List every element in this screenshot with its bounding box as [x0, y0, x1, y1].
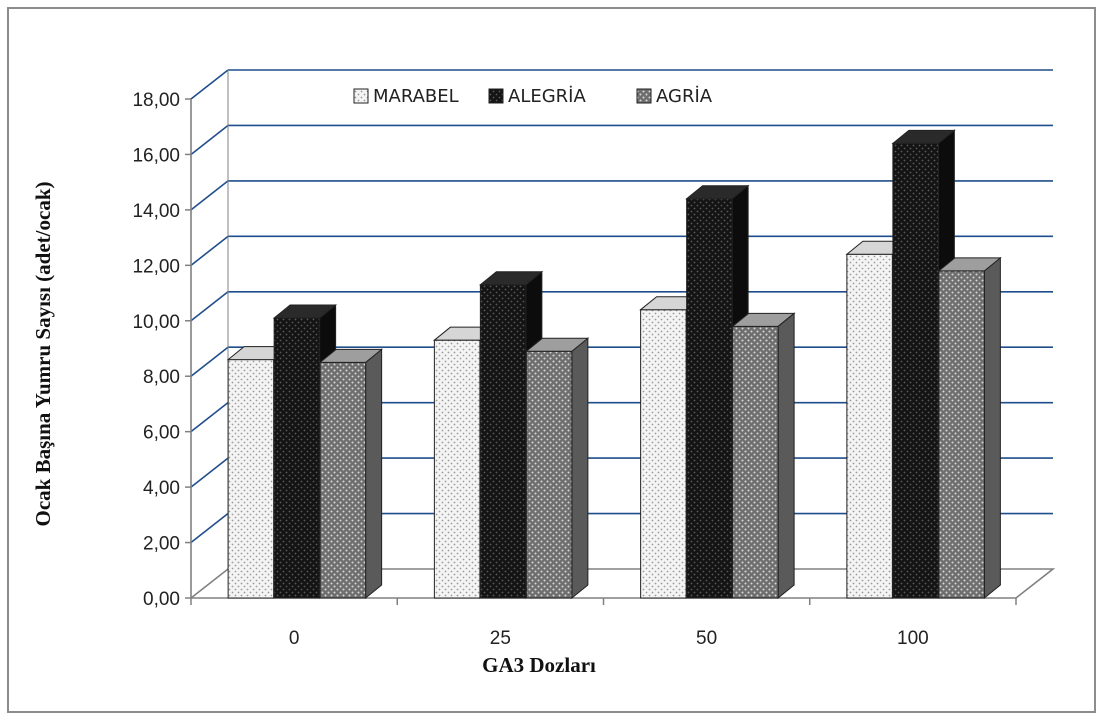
y-tick-label: 0,00: [143, 589, 180, 610]
x-axis-title: GA3 Dozları: [482, 653, 596, 677]
y-tick-label: 14,00: [132, 201, 180, 222]
y-tick-label: 10,00: [132, 312, 180, 333]
legend-swatch: [488, 88, 504, 104]
gridline-wall: [190, 180, 229, 211]
bar: [524, 337, 590, 600]
legend-item: MARABEL: [353, 86, 459, 107]
legend-swatch: [636, 88, 652, 104]
legend-swatch: [353, 88, 369, 104]
legend-label: AGRİA: [656, 86, 713, 107]
gridline-wall: [190, 291, 229, 322]
gridline-wall: [190, 124, 229, 156]
bar: [731, 312, 796, 600]
bar: [937, 256, 1002, 600]
y-tick-label: 18,00: [132, 90, 180, 111]
legend: MARABEL ALEGRİA AGRİA: [353, 86, 713, 107]
y-tick-label: 8,00: [143, 367, 180, 388]
y-tick-label: 2,00: [143, 534, 180, 555]
bars: [226, 129, 1002, 600]
gridline-wall: [190, 457, 229, 488]
gridline-wall: [190, 69, 229, 100]
y-tick-label: 16,00: [132, 145, 180, 166]
legend-item: ALEGRİA: [488, 86, 586, 107]
legend-item: AGRİA: [636, 86, 713, 107]
y-tick-label: 6,00: [143, 423, 180, 444]
gridline-wall: [190, 512, 229, 544]
gridline-wall: [190, 402, 229, 433]
y-tick-label: 4,00: [143, 478, 180, 499]
y-tick-label: 12,00: [132, 256, 180, 277]
legend-label: MARABEL: [373, 86, 459, 107]
bar: [318, 348, 384, 600]
x-tick-label: 25: [490, 628, 511, 649]
gridline-wall: [190, 235, 229, 266]
x-tick-label: 100: [897, 628, 929, 649]
bar-chart: 0,00 2,00 4,00 6,00 8,00 10,00 12,00 14,00 16,00…: [31, 69, 1056, 677]
y-tick-labels: 0,00 2,00 4,00 6,00 8,00 10,00 12,00 14,00 16,00…: [132, 90, 180, 610]
legend-label: ALEGRİA: [508, 86, 586, 107]
chart-frame: 0,00 2,00 4,00 6,00 8,00 10,00 12,00 14,00 16,00…: [7, 7, 1096, 713]
x-tick-label: 0: [289, 628, 300, 649]
gridline-wall: [190, 346, 229, 377]
x-tick-label: 50: [696, 628, 717, 649]
x-tick-labels: 0 25 50 100: [289, 628, 929, 649]
y-axis-title: Ocak Başına Yumru Sayısı (adet/ocak): [31, 182, 55, 527]
